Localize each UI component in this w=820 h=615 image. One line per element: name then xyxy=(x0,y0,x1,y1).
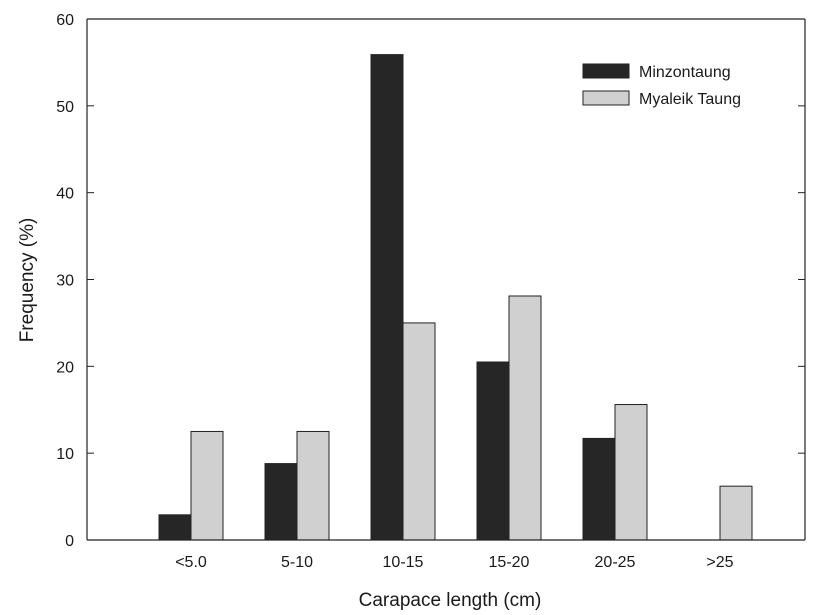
y-ticks-group: 0 10 20 30 40 50 60 xyxy=(56,12,805,550)
legend-swatch-minzontaung xyxy=(582,63,630,79)
x-ticks-group: <5.0 5-10 10-15 15-20 20-25 >25 xyxy=(175,554,733,571)
x-tick-label: >25 xyxy=(706,554,733,571)
bars-group xyxy=(158,54,753,541)
x-tick-label: 10-15 xyxy=(383,554,424,571)
bar-minzontaung-0 xyxy=(158,514,192,541)
y-tick-label: 10 xyxy=(56,446,74,463)
bar-myaleik-taung-4 xyxy=(614,404,648,541)
y-tick-label: 30 xyxy=(56,273,74,290)
x-axis-title: Carapace length (cm) xyxy=(359,590,542,611)
legend: Minzontaung Myaleik Taung xyxy=(582,63,741,108)
y-axis-title: Frequency (%) xyxy=(17,218,38,343)
bar-minzontaung-2 xyxy=(370,54,404,541)
legend-label-myaleik-taung: Myaleik Taung xyxy=(639,91,741,108)
bar-minzontaung-4 xyxy=(582,437,616,541)
y-tick-label: 0 xyxy=(65,533,74,550)
x-tick-label: 20-25 xyxy=(595,554,636,571)
y-tick-label: 20 xyxy=(56,359,74,376)
x-tick-label: 5-10 xyxy=(281,554,313,571)
bar-minzontaung-1 xyxy=(264,463,298,541)
x-tick-label: <5.0 xyxy=(175,554,207,571)
legend-swatch-myaleik-taung xyxy=(582,90,630,106)
bar-myaleik-taung-5 xyxy=(719,485,753,541)
bar-myaleik-taung-2 xyxy=(402,322,436,541)
bar-myaleik-taung-1 xyxy=(296,430,330,541)
bar-minzontaung-3 xyxy=(476,361,510,541)
x-tick-label: 15-20 xyxy=(489,554,530,571)
bar-myaleik-taung-0 xyxy=(190,430,224,541)
y-tick-label: 60 xyxy=(56,12,74,29)
y-tick-label: 40 xyxy=(56,186,74,203)
bar-myaleik-taung-3 xyxy=(508,295,542,541)
legend-label-minzontaung: Minzontaung xyxy=(639,64,731,81)
y-tick-label: 50 xyxy=(56,99,74,116)
